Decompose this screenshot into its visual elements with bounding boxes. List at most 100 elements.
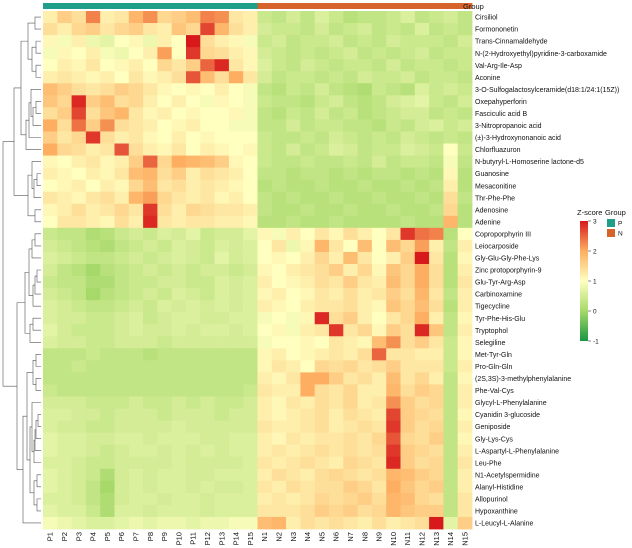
heatmap-cell: [414, 396, 430, 409]
dendrogram-branch: [33, 480, 37, 506]
heatmap-cell: [257, 131, 273, 144]
group-annotation-cell: [371, 3, 387, 9]
heatmap-cell: [357, 288, 373, 301]
group-annotation-cell: [414, 3, 430, 9]
heatmap-cell: [343, 11, 358, 24]
heatmap-cell: [114, 83, 130, 96]
heatmap-cell: [357, 312, 373, 325]
heatmap-cell: [143, 324, 158, 337]
heatmap-cell: [228, 191, 244, 205]
heatmap-cell: [429, 276, 444, 289]
heatmap-cell: [329, 35, 344, 48]
heatmap-cell: [100, 71, 115, 84]
heatmap-cell: [71, 276, 87, 289]
heatmap-cell: [443, 324, 459, 337]
heatmap-cell: [243, 143, 258, 156]
heatmap-cell: [457, 119, 473, 132]
heatmap-cell: [85, 251, 101, 265]
heatmap-cell: [157, 107, 173, 120]
heatmap-cell: [200, 276, 215, 289]
heatmap-cell: [457, 360, 473, 373]
heatmap-cell: [200, 143, 215, 156]
heatmap-cell: [314, 444, 330, 458]
heatmap-cell: [371, 71, 387, 84]
heatmap-cell: [400, 107, 416, 120]
heatmap-cell: [457, 408, 473, 421]
heatmap-cell: [228, 420, 244, 434]
heatmap-cell: [157, 396, 173, 409]
heatmap-cell: [128, 444, 144, 458]
dendrogram-branch: [31, 161, 41, 189]
heatmap-cell: [243, 480, 258, 494]
heatmap-cell: [57, 300, 72, 313]
heatmap-cell: [386, 11, 401, 24]
heatmap-cell: [200, 23, 215, 36]
heatmap-cell: [186, 348, 201, 361]
heatmap-cell: [114, 203, 130, 217]
heatmap-cell: [271, 11, 287, 24]
heatmap-cell: [400, 300, 416, 313]
heatmap-cell: [200, 47, 215, 60]
heatmap-cell: [443, 372, 459, 385]
heatmap-cell: [143, 360, 158, 373]
heatmap-cell: [429, 492, 444, 506]
dendrogram-branch: [35, 354, 41, 367]
heatmap-cell: [186, 444, 201, 458]
heatmap-cell: [71, 420, 87, 434]
heatmap-cell: [300, 360, 316, 373]
heatmap-cell: [214, 336, 230, 349]
heatmap-cell: [57, 420, 72, 434]
heatmap-cell: [200, 155, 215, 169]
heatmap-cell: [200, 215, 215, 229]
heatmap-cell: [300, 239, 316, 253]
heatmap-cell: [243, 35, 258, 48]
heatmap-cell: [128, 396, 144, 409]
heatmap-cell: [43, 239, 58, 253]
heatmap-cell: [429, 324, 444, 337]
column-label: N13: [432, 532, 441, 546]
heatmap-cell: [286, 288, 301, 301]
heatmap-cell: [43, 444, 58, 458]
heatmap-cell: [400, 131, 416, 144]
heatmap-cell: [257, 95, 273, 108]
heatmap-cell: [414, 107, 430, 120]
heatmap-cell: [114, 444, 130, 458]
heatmap-cell: [157, 11, 173, 24]
heatmap-cell: [329, 191, 344, 205]
heatmap-cell: [243, 312, 258, 325]
heatmap-cell: [300, 35, 316, 48]
heatmap-cell: [85, 167, 101, 181]
heatmap-cell: [114, 59, 130, 72]
heatmap-cell: [200, 251, 215, 265]
heatmap-cell: [286, 251, 301, 265]
heatmap-cell: [214, 167, 230, 181]
heatmap-cell: [329, 288, 344, 301]
heatmap-cell: [243, 215, 258, 229]
heatmap-cell: [85, 143, 101, 156]
heatmap-cell: [85, 35, 101, 48]
heatmap-cell: [271, 324, 287, 337]
heatmap-cell: [271, 107, 287, 120]
group-annotation-cell: [271, 3, 287, 9]
heatmap-cell: [128, 251, 144, 265]
heatmap-cell: [100, 444, 115, 458]
heatmap-cell: [243, 276, 258, 289]
heatmap-cell: [100, 23, 115, 36]
heatmap-cell: [128, 432, 144, 446]
heatmap-cell: [329, 59, 344, 72]
dendrogram-branch: [2, 141, 17, 387]
heatmap-cell: [157, 492, 173, 506]
heatmap-cell: [71, 336, 87, 349]
heatmap-cell: [243, 119, 258, 132]
heatmap-cell: [186, 179, 201, 193]
heatmap-cell: [443, 251, 459, 265]
heatmap-cell: [329, 179, 344, 193]
heatmap-cell: [371, 336, 387, 349]
heatmap-cell: [57, 83, 72, 96]
heatmap-cell: [457, 516, 473, 530]
heatmap-cell: [100, 336, 115, 349]
heatmap-cell: [85, 23, 101, 36]
heatmap-cell: [143, 288, 158, 301]
heatmap-cell: [443, 312, 459, 325]
heatmap-cell: [57, 23, 72, 36]
